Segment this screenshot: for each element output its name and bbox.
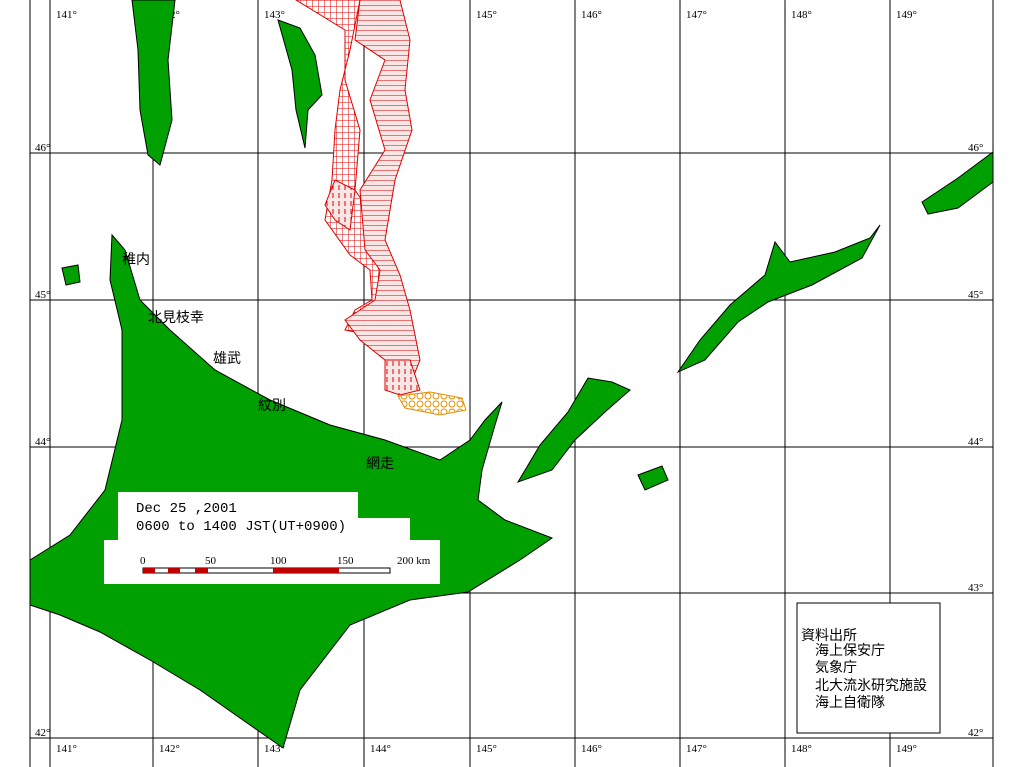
longitude-label: 145° [476, 743, 497, 755]
scale-track [142, 567, 391, 574]
longitude-label: 147° [686, 9, 707, 21]
land [921, 151, 994, 215]
latitude-label: 42° [968, 727, 983, 739]
longitude-label: 146° [581, 9, 602, 21]
place-name: 網走 [366, 456, 394, 472]
source-title: 資料出所 [801, 628, 857, 644]
source-item: 海上自衛隊 [815, 695, 885, 711]
land [131, 0, 176, 166]
longitude-label: 148° [791, 743, 812, 755]
latitude-label: 43° [968, 582, 983, 594]
date: Dec 25 ,2001 [136, 501, 237, 517]
longitude-label: 145° [476, 9, 497, 21]
time: 0600 to 1400 JST(UT+0900) [136, 519, 346, 535]
scale-segment [143, 568, 155, 573]
scale-label: 100 [270, 555, 287, 567]
scale-segment [273, 568, 339, 573]
place-name: 紋別 [258, 398, 286, 414]
latitude-label: 44° [35, 436, 50, 448]
land [516, 377, 631, 483]
longitude-label: 149° [896, 743, 917, 755]
land [637, 465, 669, 491]
scale-label: 200 km [397, 555, 431, 567]
scale-label: 150 [337, 555, 354, 567]
longitude-label: 148° [791, 9, 812, 21]
source-item: 海上保安庁 [815, 643, 885, 659]
latitude-label: 46° [35, 142, 50, 154]
land [61, 264, 81, 286]
longitude-label: 146° [581, 743, 602, 755]
latitude-label: 42° [35, 727, 50, 739]
ice-area [384, 359, 421, 396]
place-name: 稚内 [122, 252, 150, 268]
scale-label: 0 [140, 555, 146, 567]
place-name: 北見枝幸 [148, 310, 204, 326]
sea-ice [295, 0, 467, 416]
longitude-label: 141° [56, 9, 77, 21]
source-item: 気象庁 [815, 660, 857, 676]
ice-area [324, 179, 356, 231]
land [277, 19, 323, 149]
longitude-label: 149° [896, 9, 917, 21]
observation-box: Dec 25 ,2001 0600 to 1400 JST(UT+0900) [104, 492, 440, 584]
longitude-label: 144° [370, 743, 391, 755]
land [676, 224, 881, 374]
source-item: 北大流氷研究施設 [815, 678, 927, 694]
longitude-label: 147° [686, 743, 707, 755]
scale-segment [168, 568, 180, 573]
latitude-label: 44° [968, 436, 983, 448]
latitude-label: 45° [35, 289, 50, 301]
place-name: 雄武 [213, 351, 241, 367]
latitude-label: 46° [968, 142, 983, 154]
scale-label: 50 [205, 555, 217, 567]
longitude-label: 141° [56, 743, 77, 755]
longitude-label: 143° [264, 9, 285, 21]
latitude-label: 45° [968, 289, 983, 301]
scale-bar: 0 50 100 150 200 km [140, 555, 431, 574]
scale-segment [195, 568, 208, 573]
ice-area [397, 391, 467, 416]
longitude-label: 142° [159, 743, 180, 755]
